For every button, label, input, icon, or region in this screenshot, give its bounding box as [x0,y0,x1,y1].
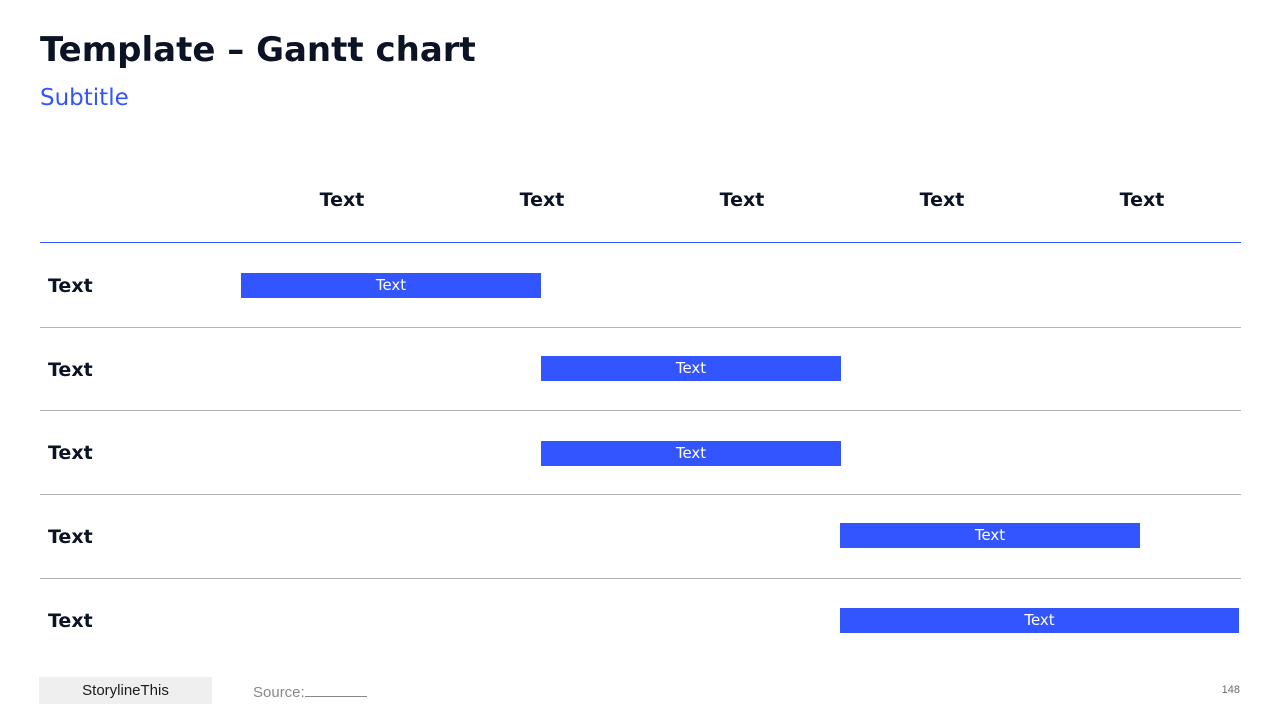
column-header: Text [919,189,965,211]
column-header: Text [1119,189,1165,211]
source-label: Source: [253,684,305,701]
gantt-bar: Text [541,356,841,381]
row-divider [40,410,1241,411]
column-header: Text [319,189,365,211]
row-divider [40,494,1241,495]
row-divider [40,327,1241,328]
header-divider [40,242,1241,243]
page-title: Template – Gantt chart [40,30,476,70]
column-header: Text [719,189,765,211]
row-divider [40,578,1241,579]
page-number: 148 [1221,684,1240,696]
row-label: Text [48,359,93,381]
brand-label: StorylineThis [39,677,212,704]
row-label: Text [48,275,93,297]
column-header: Text [519,189,565,211]
gantt-bar: Text [241,273,541,298]
gantt-bar: Text [541,441,841,466]
row-label: Text [48,442,93,464]
source-blank [304,682,367,697]
gantt-bar: Text [840,608,1239,633]
source-note: Source: [253,682,367,701]
page-subtitle: Subtitle [40,85,129,111]
gantt-bar: Text [840,523,1140,548]
row-label: Text [48,610,93,632]
row-label: Text [48,526,93,548]
